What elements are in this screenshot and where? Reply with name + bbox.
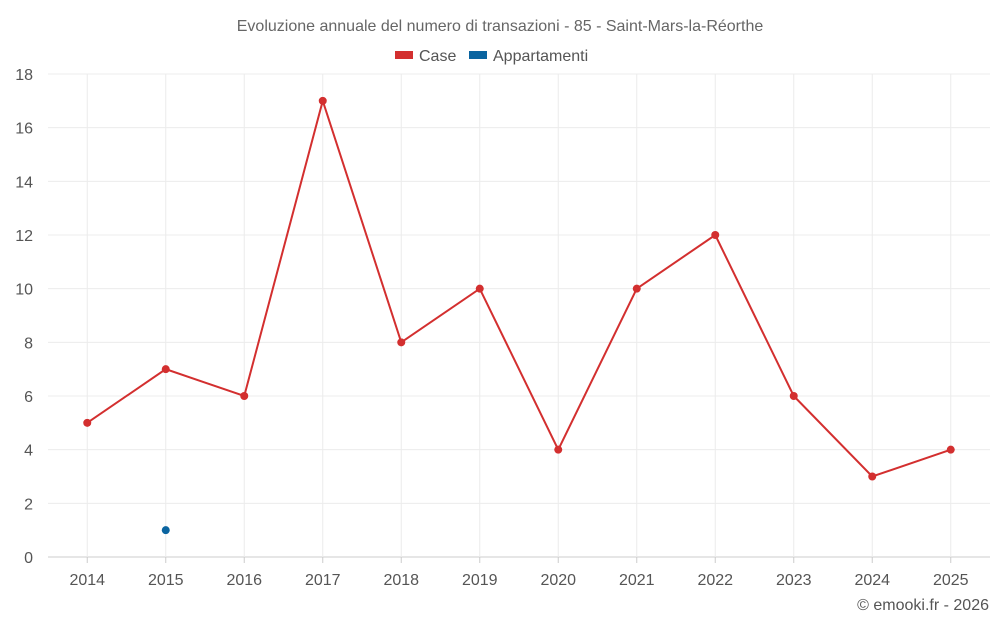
y-tick-label: 6 xyxy=(24,389,33,406)
legend-item-case[interactable]: Case xyxy=(395,48,456,65)
data-point-case[interactable] xyxy=(83,418,92,427)
legend-item-appartamenti[interactable]: Appartamenti xyxy=(469,48,588,65)
series-layer xyxy=(83,96,955,535)
legend-swatch-appartamenti xyxy=(469,51,487,59)
x-tick-label: 2018 xyxy=(383,572,419,589)
x-tick-label: 2019 xyxy=(462,572,498,589)
x-axis-ticks: 2014 2015 2016 2017 2018 2019 2020 2021 2022 2023… xyxy=(69,572,968,589)
y-tick-label: 2 xyxy=(24,496,33,513)
y-tick-label: 4 xyxy=(24,443,33,460)
data-point-case[interactable] xyxy=(397,338,406,347)
y-tick-label: 8 xyxy=(24,335,33,352)
x-tick-label: 2015 xyxy=(148,572,184,589)
grid-lines xyxy=(48,73,990,563)
data-point-appartamenti[interactable] xyxy=(161,526,170,535)
chart-title: Evoluzione annuale del numero di transaz… xyxy=(237,18,764,35)
data-point-case[interactable] xyxy=(789,392,798,400)
data-point-case[interactable] xyxy=(240,392,249,400)
x-tick-label: 2021 xyxy=(619,572,655,589)
x-tick-label: 2025 xyxy=(933,572,969,589)
y-tick-label: 10 xyxy=(15,282,33,299)
data-point-case[interactable] xyxy=(161,365,170,374)
y-tick-label: 0 xyxy=(24,550,33,567)
series-line-case xyxy=(86,97,952,478)
data-point-case[interactable] xyxy=(711,231,720,239)
x-tick-label: 2022 xyxy=(697,572,733,589)
x-tick-label: 2014 xyxy=(69,572,105,589)
y-axis-ticks: 0 2 4 6 8 10 12 14 16 18 xyxy=(15,67,33,567)
data-point-case[interactable] xyxy=(946,445,955,454)
data-point-case[interactable] xyxy=(868,472,877,481)
data-point-case[interactable] xyxy=(318,96,327,105)
y-tick-label: 18 xyxy=(15,67,33,84)
y-tick-label: 16 xyxy=(15,121,33,138)
x-tick-label: 2020 xyxy=(540,572,576,589)
data-point-case[interactable] xyxy=(554,445,563,454)
y-tick-label: 14 xyxy=(15,174,33,191)
data-point-case[interactable] xyxy=(475,284,484,293)
legend-swatch-case xyxy=(395,51,413,59)
credit-text: © emooki.fr - 2026 xyxy=(857,597,989,614)
legend-label-case: Case xyxy=(419,48,456,65)
legend-label-appartamenti: Appartamenti xyxy=(493,48,588,65)
x-tick-label: 2023 xyxy=(776,572,812,589)
x-tick-label: 2017 xyxy=(305,572,341,589)
legend: Case Appartamenti xyxy=(395,48,588,65)
x-tick-label: 2024 xyxy=(854,572,890,589)
data-point-case[interactable] xyxy=(632,284,641,293)
y-tick-label: 12 xyxy=(15,228,33,245)
x-tick-label: 2016 xyxy=(226,572,262,589)
